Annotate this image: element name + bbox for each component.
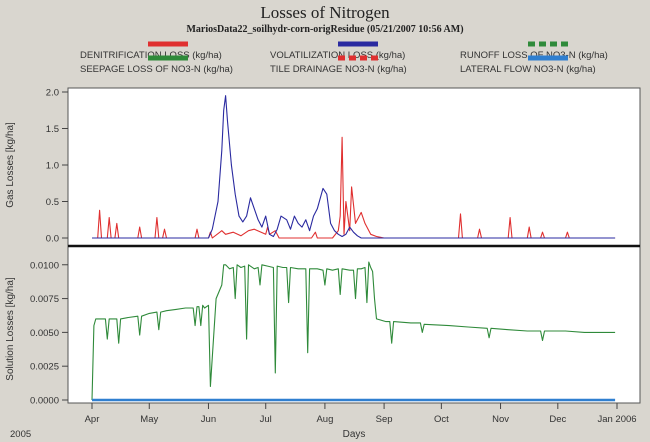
legend-swatch-4 xyxy=(148,55,188,61)
x-tick-label: Aug xyxy=(316,414,333,425)
legend-swatch-3 xyxy=(539,41,546,47)
series-line-2-1 xyxy=(91,261,616,401)
y-tick-label: 1.0 xyxy=(46,161,59,172)
legend-swatch-5 xyxy=(338,55,345,61)
gas-losses-panel: 0.0 0.5 1.0 1.5 2.0 Gas Losses [kg/ha] xyxy=(5,88,616,245)
x-tick-label: Jan 2006 xyxy=(597,414,636,425)
y-tick-label: 0.5 xyxy=(46,197,59,208)
x-tick-label: Sep xyxy=(376,414,393,425)
x-axis-title: Days xyxy=(343,429,366,440)
chart-subtitle: MariosData22_soilhydr-corn-origResidue (… xyxy=(186,24,464,35)
legend-swatch-3 xyxy=(528,41,535,47)
y-tick-label: 0.0000 xyxy=(30,396,59,407)
x-tick-label: Dec xyxy=(549,414,566,425)
y-tick-label: 0.0100 xyxy=(30,260,59,271)
x-tick-label: Oct xyxy=(434,414,449,425)
x-axis: Apr May Jun Jul Aug Sep Oct Nov Dec Jan 2006 xyxy=(85,403,637,425)
legend-swatch-5 xyxy=(349,55,356,61)
y-tick-label: 0.0075 xyxy=(30,294,59,305)
y-tick-label: 0.0050 xyxy=(30,328,59,339)
series-line-1-2 xyxy=(92,95,616,239)
legend-swatch-3 xyxy=(550,41,557,47)
x-tick-label: May xyxy=(140,414,158,425)
legend-swatch-5 xyxy=(371,55,378,61)
x-tick-label: Apr xyxy=(85,414,100,425)
legend-swatch-3 xyxy=(561,41,568,47)
x-axis-year-label: 2005 xyxy=(10,429,31,440)
legend-swatch-5 xyxy=(360,55,367,61)
legend-label-6: LATERAL FLOW NO3-N (kg/ha) xyxy=(460,64,596,75)
legend: DENITRIFICATION LOSS (kg/ha)VOLATILIZATI… xyxy=(80,41,608,75)
x-tick-label: Nov xyxy=(492,414,509,425)
legend-swatch-6 xyxy=(528,55,568,61)
y-axis-title: Solution Losses [kg/ha] xyxy=(5,277,16,381)
legend-label-5: TILE DRAINAGE NO3-N (kg/ha) xyxy=(270,64,407,75)
legend-swatch-1 xyxy=(148,41,188,47)
y-axis-title: Gas Losses [kg/ha] xyxy=(5,122,16,208)
x-tick-label: Jul xyxy=(260,414,272,425)
legend-label-4: SEEPAGE LOSS OF NO3-N (kg/ha) xyxy=(80,64,233,75)
legend-label-2: VOLATILIZATION LOSS (kg/ha) xyxy=(270,50,405,61)
y-tick-label: 1.5 xyxy=(46,124,59,135)
y-tick-label: 0.0 xyxy=(46,234,59,245)
solution-losses-panel: 0.0000 0.0025 0.0050 0.0075 0.0100 Solution L… xyxy=(5,260,616,407)
chart-title: Losses of Nitrogen xyxy=(260,3,390,22)
legend-swatch-2 xyxy=(338,41,378,47)
y-tick-label: 0.0025 xyxy=(30,362,59,373)
y-tick-label: 2.0 xyxy=(46,88,59,99)
x-tick-label: Jun xyxy=(201,414,216,425)
